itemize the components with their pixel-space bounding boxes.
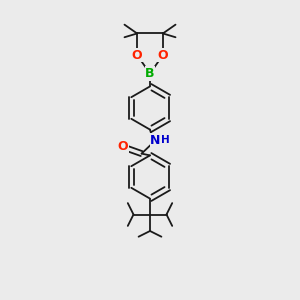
- Text: H: H: [161, 135, 170, 146]
- Text: O: O: [158, 49, 168, 62]
- Text: B: B: [145, 67, 155, 80]
- Text: O: O: [132, 49, 142, 62]
- Text: O: O: [118, 140, 128, 154]
- Text: N: N: [150, 134, 161, 147]
